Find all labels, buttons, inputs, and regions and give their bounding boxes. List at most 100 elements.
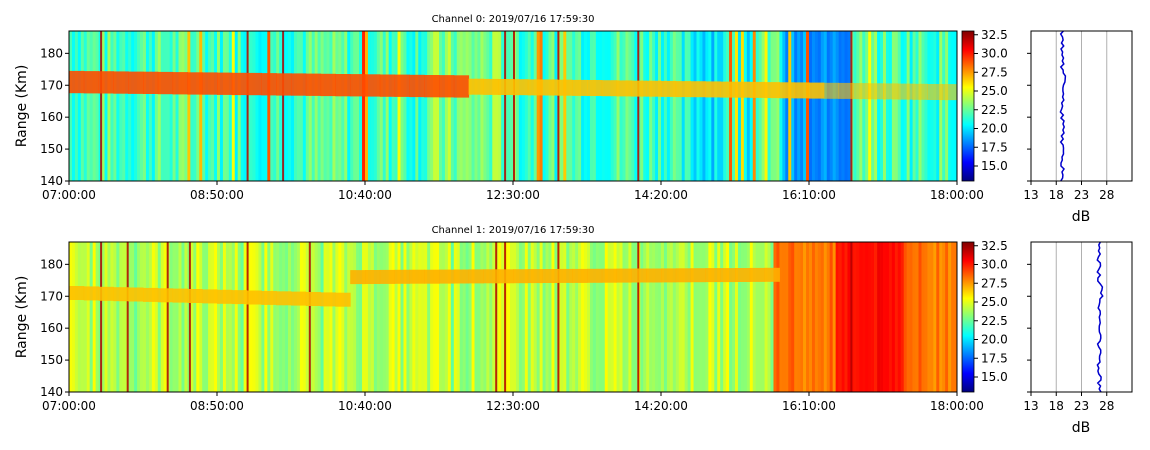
heatmap-cell — [788, 31, 792, 181]
heatmap-cell — [270, 31, 274, 181]
heatmap-cell — [370, 31, 375, 181]
heatmap-cell — [548, 242, 552, 392]
heatmap-cell — [601, 31, 606, 181]
heatmap-cell — [948, 242, 952, 392]
heatmap-cell — [196, 31, 200, 181]
heatmap-cell — [228, 31, 233, 181]
heatmap-cell — [453, 31, 458, 181]
heatmap-cell — [397, 31, 401, 181]
heatmap-cell — [199, 31, 203, 181]
heatmap-cell — [613, 242, 617, 392]
heatmap-cell — [424, 31, 428, 181]
echo-band-segment — [675, 81, 692, 98]
heatmap-cell — [359, 242, 363, 392]
echo-band-segment — [217, 289, 233, 304]
heatmap-cell — [293, 242, 298, 392]
heatmap-cell — [196, 242, 200, 392]
heatmap-cell — [569, 31, 573, 181]
heatmap-cell — [551, 31, 555, 181]
heatmap-cell — [823, 31, 828, 181]
heatmap-cell — [202, 31, 206, 181]
heatmap-cell — [954, 242, 958, 392]
colorbar-tick-label: 32.5 — [981, 28, 1008, 42]
heatmap-cell — [675, 242, 680, 392]
heatmap-streak — [126, 242, 129, 392]
heatmap-cell — [764, 242, 768, 392]
y-tick-label: 180 — [40, 257, 63, 271]
x-tick-label: 14:20:00 — [634, 188, 688, 202]
heatmap-cell — [190, 242, 194, 392]
echo-band-segment — [424, 269, 440, 284]
echo-band-segment — [749, 81, 766, 98]
heatmap-cell — [205, 242, 209, 392]
heatmap-cell — [820, 31, 825, 181]
heatmap-cell — [758, 31, 762, 181]
heatmap-cell — [524, 242, 529, 392]
heatmap-cell — [157, 242, 162, 392]
echo-band-segment — [261, 290, 277, 305]
heatmap-cell — [217, 31, 221, 181]
heatmap-cell — [211, 31, 215, 181]
echo-band-segment — [927, 84, 943, 100]
heatmap-cell — [945, 31, 949, 181]
heatmap-cell — [708, 31, 712, 181]
heatmap-cell — [539, 242, 543, 392]
heatmap-cell — [231, 31, 236, 181]
echo-band-segment — [424, 75, 440, 98]
heatmap-cell — [595, 242, 600, 392]
heatmap-cell — [874, 31, 878, 181]
echo-band-segment — [350, 270, 366, 285]
echo-band-segment — [883, 83, 899, 100]
heatmap-cell — [459, 242, 463, 392]
echo-band-segment — [172, 288, 188, 303]
echo-band-segment — [735, 268, 751, 282]
heatmap-cell — [791, 242, 795, 392]
heatmap-cell — [578, 31, 582, 181]
heatmap-cell — [903, 31, 907, 181]
echo-band-segment — [749, 267, 766, 282]
heatmap-cell — [782, 31, 786, 181]
heatmap-cell — [406, 31, 410, 181]
echo-band-segment — [705, 268, 721, 283]
heatmap-cell — [566, 31, 570, 181]
echo-band-segment — [231, 72, 248, 96]
heatmap-cell — [545, 242, 549, 392]
heatmap-cell — [154, 31, 159, 181]
heatmap-cell — [530, 31, 535, 181]
echo-band-segment — [113, 71, 129, 94]
heatmap-streak — [513, 31, 515, 181]
echo-band-segment — [83, 71, 100, 94]
heatmap-cell — [871, 31, 875, 181]
echo-band-segment — [720, 268, 736, 283]
heatmap-cell — [912, 242, 916, 392]
heatmap-cell — [891, 242, 896, 392]
profile-x-tick-label: 23 — [1074, 399, 1089, 413]
heatmap-cell — [234, 242, 239, 392]
heatmap-cell — [729, 31, 733, 181]
heatmap-cell — [228, 242, 233, 392]
heatmap-cell — [628, 31, 632, 181]
chart-title: Channel 1: 2019/07/16 17:59:30 — [432, 225, 595, 236]
heatmap-cell — [492, 242, 496, 392]
heatmap-cell — [921, 242, 925, 392]
heatmap-cell — [219, 242, 224, 392]
heatmap-cell — [809, 242, 813, 392]
echo-band-segment — [128, 71, 144, 94]
heatmap-cell — [305, 31, 310, 181]
heatmap-cell — [737, 242, 742, 392]
heatmap-cell — [367, 31, 372, 181]
heatmap-cell — [382, 242, 387, 392]
y-axis-label: Range (Km) — [14, 276, 30, 359]
echo-band-segment — [705, 81, 721, 98]
heatmap-cell — [838, 242, 842, 392]
heatmap-cell — [545, 31, 549, 181]
heatmap-cell — [702, 242, 706, 392]
heatmap-cell — [945, 242, 949, 392]
heatmap-cell — [951, 242, 955, 392]
heatmap-cell — [329, 31, 333, 181]
colorbar-tick-label: 17.5 — [981, 351, 1008, 365]
heatmap-cell — [835, 242, 839, 392]
heatmap-cell — [264, 242, 268, 392]
heatmap-cell — [897, 31, 902, 181]
heatmap-cell — [794, 242, 798, 392]
